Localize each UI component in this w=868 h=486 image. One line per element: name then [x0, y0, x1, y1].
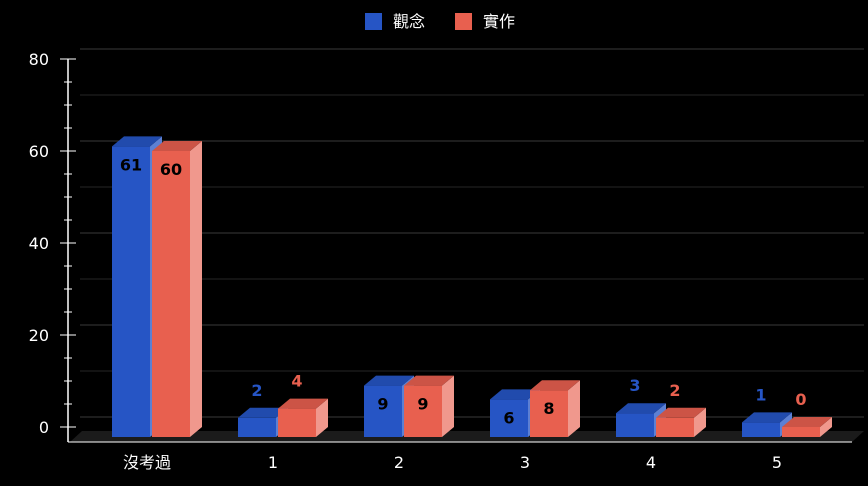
data-label: 2 [251, 381, 262, 400]
legend-item-concept[interactable]: 觀念 [365, 12, 425, 31]
grid-lines [80, 48, 864, 418]
data-label: 1 [755, 385, 766, 404]
bar-practice[interactable] [404, 375, 454, 437]
data-label: 4 [291, 372, 302, 391]
y-tick-label: 60 [29, 142, 49, 161]
data-label: 2 [669, 381, 680, 400]
bars [112, 136, 832, 437]
bar-practice[interactable] [278, 398, 328, 437]
y-tick-label: 80 [29, 50, 49, 69]
x-tick-label: 2 [394, 453, 404, 472]
legend-swatch [365, 13, 382, 30]
legend-item-practice[interactable]: 實作 [455, 12, 515, 31]
x-tick-label: 沒考過 [123, 453, 171, 472]
legend-label: 實作 [483, 12, 515, 31]
bar-practice[interactable] [152, 141, 202, 437]
x-tick-label: 5 [772, 453, 782, 472]
bar-concept[interactable] [742, 412, 792, 437]
x-tick-label: 1 [268, 453, 278, 472]
x-tick-label: 3 [520, 453, 530, 472]
data-labels: 61 60 2 4 9 9 6 8 3 2 1 0 [120, 155, 807, 427]
data-label: 9 [377, 395, 388, 414]
data-label: 8 [543, 399, 554, 418]
y-tick-label: 40 [29, 234, 49, 253]
bar-practice[interactable] [782, 417, 832, 437]
y-tick-label: 0 [39, 418, 49, 437]
y-axis: 0 20 40 60 80 [29, 50, 76, 442]
data-label: 60 [160, 160, 182, 179]
legend-label: 觀念 [393, 12, 425, 31]
data-label: 6 [503, 408, 514, 427]
data-label: 9 [417, 395, 428, 414]
x-tick-label: 4 [646, 453, 656, 472]
bar-practice[interactable] [656, 407, 706, 437]
legend-swatch [455, 13, 472, 30]
data-label: 3 [629, 376, 640, 395]
legend[interactable]: 觀念 實作 [365, 12, 515, 31]
bar-practice[interactable] [530, 380, 580, 437]
data-label: 0 [795, 390, 806, 409]
y-tick-label: 20 [29, 326, 49, 345]
data-label: 61 [120, 155, 142, 174]
x-axis-tick-labels: 沒考過 1 2 3 4 5 [123, 453, 782, 472]
